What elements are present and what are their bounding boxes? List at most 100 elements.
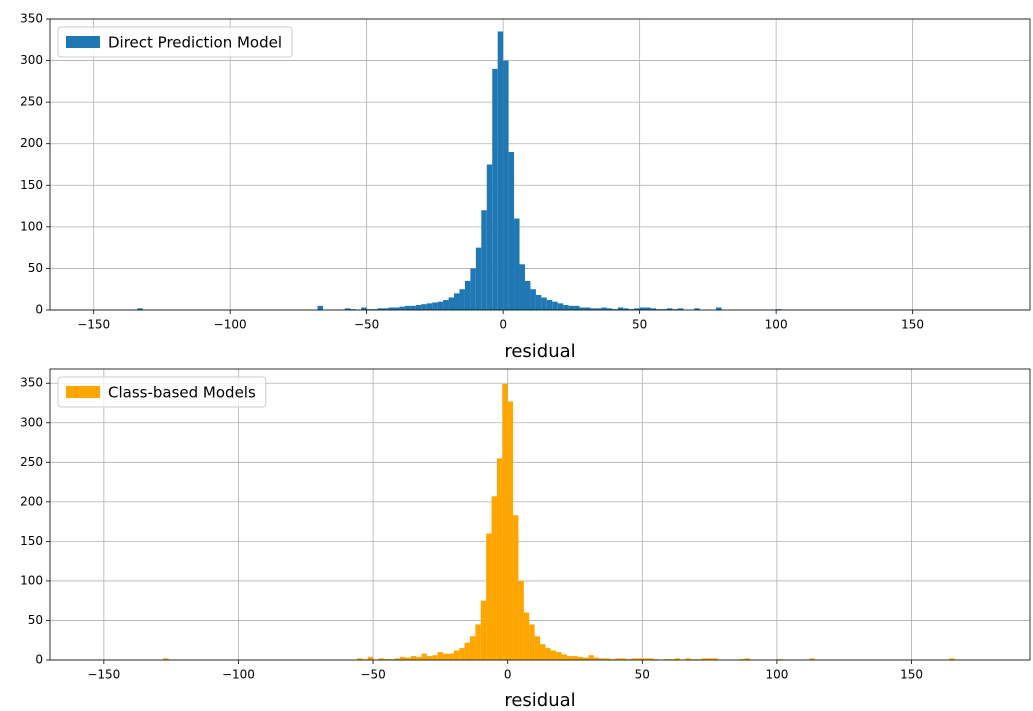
x-tick-label: −150 bbox=[77, 318, 110, 332]
bar bbox=[416, 656, 422, 660]
bar bbox=[481, 210, 487, 310]
y-tick-label: 0 bbox=[35, 303, 43, 317]
bar bbox=[421, 304, 427, 310]
bar bbox=[415, 305, 422, 310]
bar bbox=[400, 656, 406, 660]
bar bbox=[480, 600, 487, 660]
legend-swatch bbox=[66, 36, 100, 48]
y-tick-label: 350 bbox=[20, 12, 43, 26]
bar bbox=[712, 658, 718, 660]
bar bbox=[503, 60, 509, 311]
x-tick-label: −50 bbox=[360, 668, 385, 682]
bar bbox=[394, 658, 400, 660]
axes-frame bbox=[49, 18, 1031, 311]
bar bbox=[666, 308, 673, 310]
x-tick-label: −150 bbox=[87, 668, 120, 682]
bar bbox=[405, 657, 411, 660]
axes-frame bbox=[49, 368, 1031, 661]
bar bbox=[541, 297, 547, 310]
bar bbox=[432, 655, 438, 660]
bar bbox=[634, 308, 640, 310]
bar bbox=[437, 652, 444, 660]
bar bbox=[399, 306, 405, 310]
legend: Class-based Models bbox=[57, 376, 267, 408]
bar bbox=[459, 648, 465, 660]
x-axis-label: residual bbox=[504, 341, 575, 362]
bar bbox=[367, 656, 374, 660]
y-tick-label: 0 bbox=[35, 653, 43, 667]
bar bbox=[475, 247, 482, 310]
bar bbox=[561, 654, 567, 660]
bar bbox=[432, 302, 438, 310]
bar bbox=[356, 658, 363, 660]
bar bbox=[383, 308, 389, 310]
bar bbox=[579, 307, 586, 310]
bar bbox=[492, 68, 498, 310]
bar bbox=[530, 289, 536, 310]
bar bbox=[486, 164, 493, 310]
bar bbox=[497, 31, 504, 310]
bar bbox=[426, 656, 433, 660]
bar bbox=[656, 309, 662, 310]
bar bbox=[615, 658, 621, 660]
bar bbox=[491, 496, 497, 660]
x-tick-label: −100 bbox=[222, 668, 255, 682]
legend-box bbox=[57, 26, 293, 58]
y-tick-label: 100 bbox=[20, 219, 43, 233]
bar bbox=[393, 307, 400, 310]
x-tick-label: 150 bbox=[901, 318, 924, 332]
bar bbox=[556, 652, 562, 660]
bar bbox=[631, 658, 637, 660]
bar bbox=[639, 307, 646, 310]
bar bbox=[344, 308, 351, 310]
bar bbox=[508, 152, 515, 310]
bar bbox=[404, 305, 411, 310]
bar bbox=[593, 657, 600, 660]
bar bbox=[437, 301, 444, 310]
bar bbox=[545, 648, 551, 660]
bar bbox=[514, 218, 520, 310]
bar bbox=[949, 658, 955, 660]
bar bbox=[661, 309, 667, 310]
bar bbox=[502, 384, 508, 660]
y-tick-label: 300 bbox=[20, 415, 43, 429]
y-tick-label: 250 bbox=[20, 95, 43, 109]
x-tick-label: 100 bbox=[765, 318, 788, 332]
bar bbox=[513, 515, 519, 660]
bar bbox=[410, 656, 417, 660]
bar bbox=[475, 624, 481, 660]
y-tick-label: 150 bbox=[20, 534, 43, 548]
bar bbox=[716, 307, 722, 310]
bar bbox=[534, 636, 540, 660]
x-tick-label: 50 bbox=[632, 318, 647, 332]
legend-swatch bbox=[66, 386, 100, 398]
bar bbox=[623, 308, 629, 310]
bar bbox=[486, 533, 492, 660]
bar bbox=[645, 307, 651, 310]
bar bbox=[677, 308, 684, 310]
bar bbox=[410, 305, 416, 310]
x-tick-label: 50 bbox=[635, 668, 650, 682]
bar bbox=[590, 308, 596, 310]
bar bbox=[470, 268, 476, 310]
bar bbox=[566, 656, 573, 660]
bar bbox=[163, 658, 169, 660]
bar bbox=[366, 309, 373, 310]
bar bbox=[601, 307, 607, 310]
legend-box bbox=[57, 376, 267, 408]
bar bbox=[454, 293, 460, 310]
bar bbox=[496, 458, 503, 660]
bar bbox=[535, 295, 542, 310]
bar bbox=[701, 658, 707, 660]
bar bbox=[583, 657, 589, 660]
bar bbox=[518, 580, 524, 660]
bar bbox=[137, 308, 143, 310]
bar bbox=[776, 309, 782, 310]
bar bbox=[540, 644, 546, 660]
y-tick-label: 200 bbox=[20, 494, 43, 508]
bar bbox=[378, 658, 384, 660]
bar bbox=[604, 658, 610, 660]
bar bbox=[694, 308, 700, 310]
bar bbox=[372, 309, 378, 310]
